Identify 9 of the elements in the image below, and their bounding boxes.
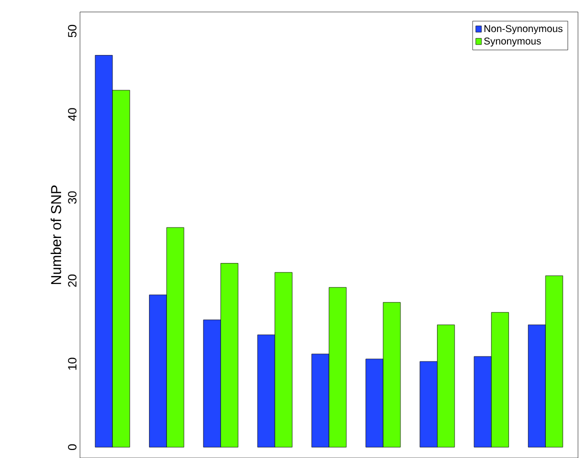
y-tick-label: 0 [68,444,76,450]
y-tick-label: 50 [68,24,76,38]
legend-label: Synonymous [484,38,541,47]
y-tick-label: 20 [68,274,76,287]
y-tick-label: 30 [68,191,76,204]
y-tick-label: 40 [68,108,76,121]
y-axis-title: Number of SNP [50,186,62,284]
y-tick-label: 10 [68,358,76,370]
legend-label: Non-Synonymous [484,25,562,34]
